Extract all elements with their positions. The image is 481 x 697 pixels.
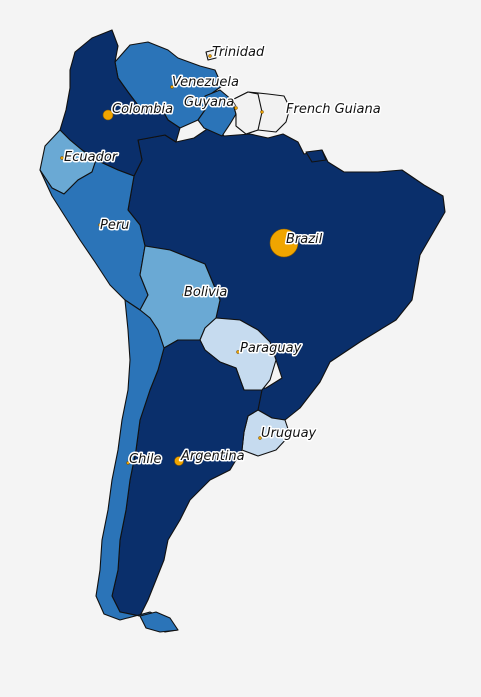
marker-paraguay[interactable]	[236, 350, 240, 354]
marker-guyana[interactable]	[234, 106, 238, 110]
marker-uruguay[interactable]	[258, 436, 262, 440]
label-bolivia: Bolivia	[184, 285, 227, 300]
region-suriname	[231, 91, 263, 135]
leader-guyana	[231, 99, 237, 107]
marker-chile[interactable]	[126, 461, 130, 465]
label-french-guiana: French Guiana	[286, 102, 381, 117]
label-peru: Peru	[100, 218, 129, 233]
marker-colombia[interactable]	[102, 109, 114, 121]
marker-bolivia[interactable]	[182, 293, 186, 297]
label-ecuador: Ecuador	[64, 150, 119, 165]
region-islands	[305, 149, 327, 163]
label-venezuela: Venezuela	[172, 75, 239, 90]
region-tierra-del-fuego	[139, 611, 179, 633]
marker-french-guiana[interactable]	[260, 110, 264, 114]
city-markers	[60, 54, 299, 466]
marker-trinidad[interactable]	[208, 54, 212, 58]
label-colombia: Colombia	[112, 102, 173, 117]
marker-brazil[interactable]	[269, 228, 299, 258]
label-paraguay: Paraguay	[240, 341, 302, 356]
label-uruguay: Uruguay	[261, 426, 317, 441]
marker-ecuador[interactable]	[60, 156, 64, 160]
label-chile: Chile	[129, 452, 162, 467]
label-argentina: Argentina	[180, 449, 245, 464]
label-trinidad: Trinidad	[212, 45, 265, 60]
marker-peru[interactable]	[98, 223, 102, 227]
marker-venezuela[interactable]	[170, 85, 174, 89]
country-guyana[interactable]	[197, 89, 237, 137]
country-labels: Trinidad Venezuela Guyana Colombia Frenc…	[63, 44, 383, 469]
label-guyana: Guyana	[184, 95, 234, 110]
label-brazil: Brazil	[286, 232, 323, 247]
marker-argentina[interactable]	[174, 456, 184, 466]
